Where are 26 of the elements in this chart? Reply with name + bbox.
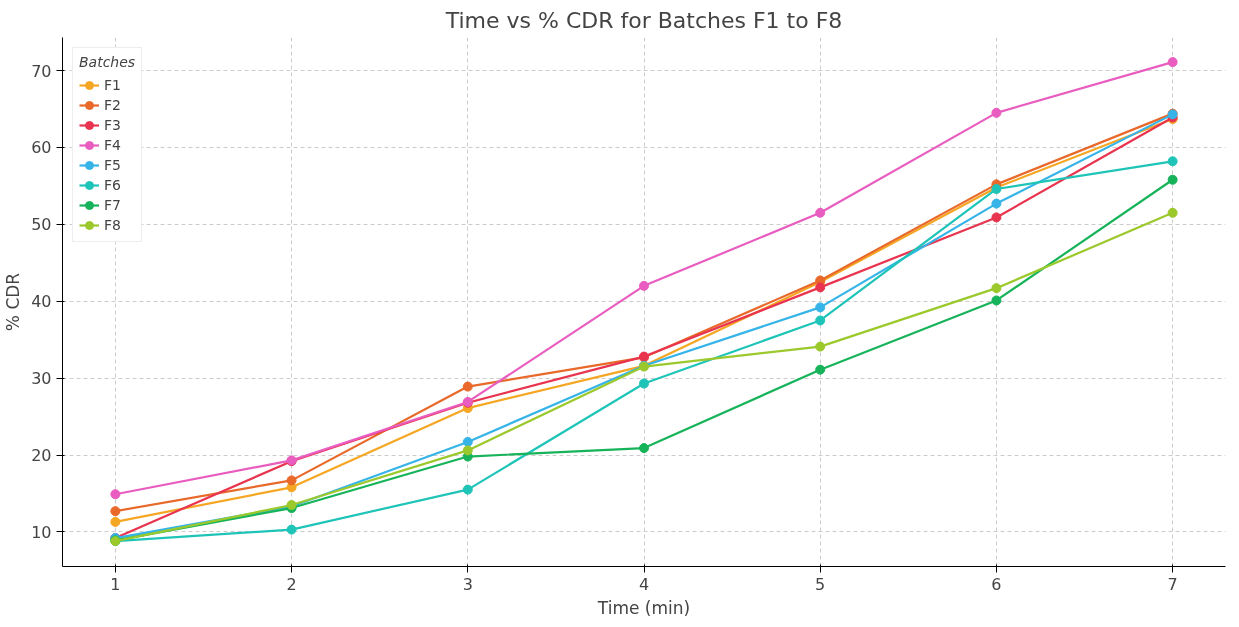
y-tick-label: 20 <box>31 446 52 466</box>
y-tick-label: 60 <box>31 138 52 158</box>
legend-label: F5 <box>104 157 122 173</box>
chart-title: Time vs % CDR for Batches F1 to F8 <box>444 7 843 33</box>
y-tick-label: 10 <box>31 522 52 542</box>
legend-label: F3 <box>104 117 122 133</box>
y-axis-title: % CDR <box>3 272 24 332</box>
y-tick-label: 70 <box>31 61 52 81</box>
x-tick-label: 7 <box>1167 574 1178 594</box>
legend-label: F6 <box>104 177 122 193</box>
legend-label: F8 <box>104 217 122 233</box>
legend-label: F4 <box>104 137 122 153</box>
legend-label: F1 <box>104 77 122 93</box>
x-tick-label: 1 <box>110 574 121 594</box>
y-tick-label: 50 <box>31 215 52 235</box>
x-tick-label: 6 <box>991 574 1002 594</box>
x-tick-label: 5 <box>815 574 826 594</box>
x-axis-title: Time (min) <box>596 597 691 618</box>
legend-title: Batches <box>79 54 136 70</box>
y-tick-label: 40 <box>31 292 52 312</box>
x-tick-label: 3 <box>462 574 473 594</box>
legend-label: F7 <box>104 197 122 213</box>
y-tick-label: 30 <box>31 369 52 389</box>
x-tick-label: 4 <box>638 574 650 594</box>
legend-label: F2 <box>104 97 122 113</box>
x-tick-label: 2 <box>286 574 297 594</box>
